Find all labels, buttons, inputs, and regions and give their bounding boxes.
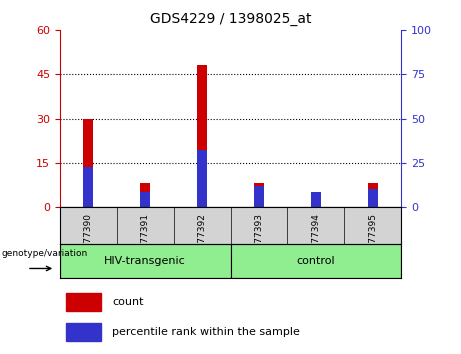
Bar <box>66 293 100 311</box>
Bar <box>367 183 378 207</box>
Bar <box>367 189 378 207</box>
Text: GSM677390: GSM677390 <box>84 213 93 268</box>
Bar <box>311 192 321 207</box>
Bar <box>197 65 207 207</box>
Bar <box>254 187 264 207</box>
Bar <box>254 183 264 207</box>
Title: GDS4229 / 1398025_at: GDS4229 / 1398025_at <box>150 12 311 26</box>
Bar <box>83 167 94 207</box>
Bar <box>311 192 321 207</box>
Text: genotype/variation: genotype/variation <box>1 249 88 258</box>
Bar <box>66 323 100 341</box>
Bar <box>140 192 150 207</box>
Text: HIV-transgenic: HIV-transgenic <box>104 256 186 266</box>
Text: GSM677391: GSM677391 <box>141 213 150 268</box>
Bar <box>60 244 230 278</box>
Text: GSM677393: GSM677393 <box>254 213 263 268</box>
Text: count: count <box>112 297 144 307</box>
Text: percentile rank within the sample: percentile rank within the sample <box>112 327 300 337</box>
Bar <box>230 244 401 278</box>
Text: GSM677395: GSM677395 <box>368 213 377 268</box>
Bar <box>197 149 207 207</box>
Text: GSM677392: GSM677392 <box>198 213 207 268</box>
Bar <box>83 119 94 207</box>
Text: control: control <box>296 256 335 266</box>
Text: GSM677394: GSM677394 <box>311 213 320 268</box>
Bar <box>140 183 150 207</box>
